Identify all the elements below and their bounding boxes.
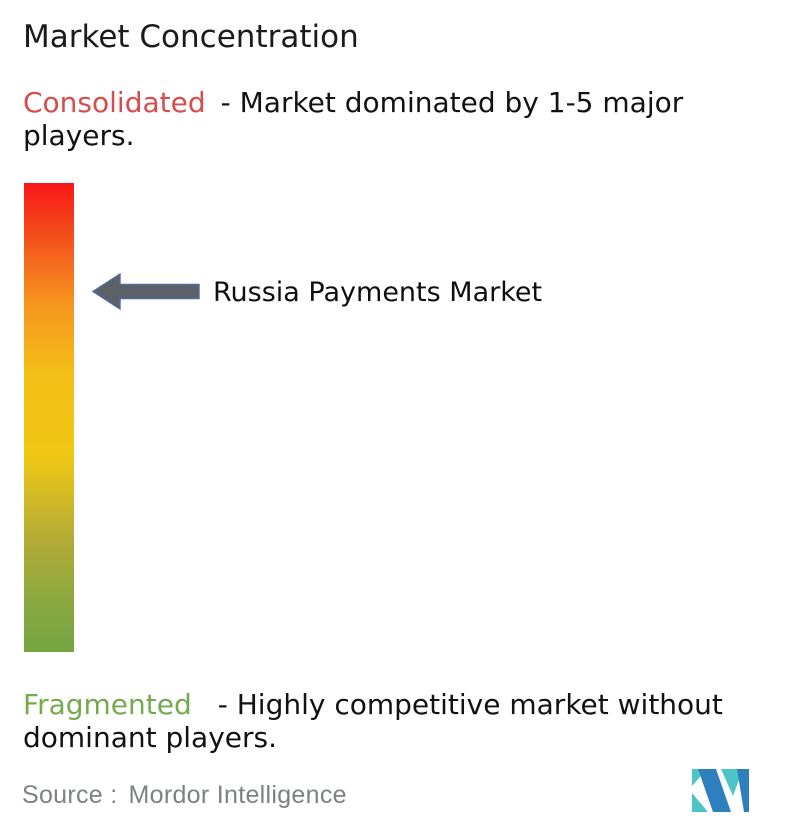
consolidated-term: Consolidated [23, 86, 206, 119]
source-label: Source : [22, 781, 118, 809]
page-title: Market Concentration [23, 19, 359, 55]
gauge-market-label: Russia Payments Market [213, 277, 543, 308]
fragmented-desc-line1: - Highly competitive market without [217, 688, 723, 721]
consolidated-desc-line1: - Market dominated by 1-5 major [220, 86, 684, 119]
mordor-intelligence-logo [692, 769, 749, 812]
consolidated-description: Consolidated - Market dominated by 1-5 ma… [23, 86, 683, 152]
source-attribution: Source : Mordor Intelligence [22, 781, 347, 810]
fragmented-term: Fragmented [23, 688, 192, 721]
fragmented-desc-line2: dominant players. [23, 721, 277, 754]
fragmented-description: Fragmented - Highly competitive market wi… [23, 688, 723, 754]
market-concentration-gradient-bar [24, 183, 74, 652]
left-arrow-icon [91, 272, 200, 311]
source-value: Mordor Intelligence [128, 781, 347, 809]
consolidated-desc-line2: players. [23, 119, 135, 152]
